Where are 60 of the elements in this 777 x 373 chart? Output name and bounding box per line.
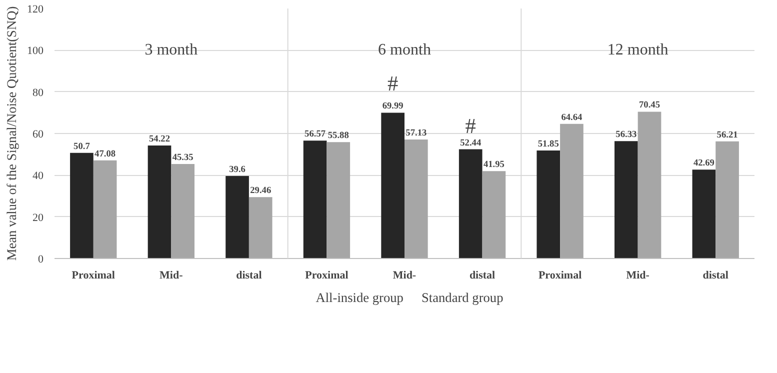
- bar: [638, 112, 662, 258]
- data-label: 45.35: [172, 153, 194, 164]
- data-label: 41.95: [483, 160, 505, 170]
- bar: [70, 152, 94, 258]
- data-label: 54.22: [149, 134, 170, 145]
- y-tick-label: 20: [32, 212, 44, 224]
- data-label: 50.7: [74, 142, 90, 152]
- x-tick-label: Mid-: [626, 270, 650, 282]
- data-label: 39.6: [229, 165, 246, 175]
- x-tick-label: distal: [469, 270, 496, 282]
- bar: [614, 141, 638, 258]
- data-label: 56.21: [716, 130, 738, 140]
- text: All-inside group: [316, 290, 404, 306]
- data-label: 56.33: [616, 130, 637, 140]
- x-tick-label: Mid-: [160, 270, 184, 282]
- y-tick-label: 80: [32, 86, 44, 99]
- bar: [303, 140, 327, 258]
- bar: [482, 171, 506, 258]
- bar: [93, 160, 117, 258]
- data-label: 47.08: [94, 149, 116, 160]
- data-label: 64.64: [561, 112, 583, 123]
- y-tick-label: 60: [32, 128, 44, 140]
- data-label: 70.45: [639, 100, 660, 111]
- bar: [148, 146, 172, 258]
- bar: [404, 139, 428, 258]
- bar: [381, 112, 404, 258]
- bar: [171, 164, 194, 258]
- y-tick-label: 0: [38, 254, 44, 266]
- x-tick-label: Proximal: [538, 270, 582, 282]
- data-label: 29.46: [250, 186, 272, 196]
- annotation: #: [388, 72, 398, 96]
- annotation: 12 month: [607, 42, 668, 58]
- data-label: 55.88: [328, 131, 350, 142]
- y-tick-label: 120: [27, 4, 44, 16]
- bar: [560, 124, 584, 258]
- x-tick-label: Proximal: [305, 270, 348, 282]
- y-tick-label: 40: [32, 170, 44, 182]
- x-tick-label: distal: [702, 270, 728, 282]
- bar: [248, 197, 272, 258]
- annotation: 6 month: [378, 42, 431, 58]
- y-tick-label: 100: [27, 45, 44, 58]
- bar: [226, 176, 249, 258]
- data-label: 51.85: [538, 139, 560, 150]
- data-label: 42.69: [693, 158, 715, 169]
- annotation: #: [465, 114, 476, 138]
- bar: [458, 149, 482, 258]
- data-label: 52.44: [460, 138, 482, 148]
- bar: [326, 142, 350, 258]
- data-label: 69.99: [382, 102, 404, 112]
- bar: [692, 170, 716, 258]
- data-label: 56.57: [304, 130, 326, 140]
- x-tick-label: distal: [236, 270, 262, 282]
- bar: [716, 141, 739, 258]
- text: Standard group: [421, 290, 504, 306]
- y-axis-title: Mean value of the Signal/Noise Quotient(SNQ): [4, 6, 19, 261]
- data-label: 57.13: [406, 128, 427, 138]
- x-tick-label: Mid-: [392, 270, 416, 282]
- annotation: 3 month: [144, 42, 198, 58]
- bar: [536, 150, 560, 258]
- x-tick-label: Proximal: [72, 270, 115, 282]
